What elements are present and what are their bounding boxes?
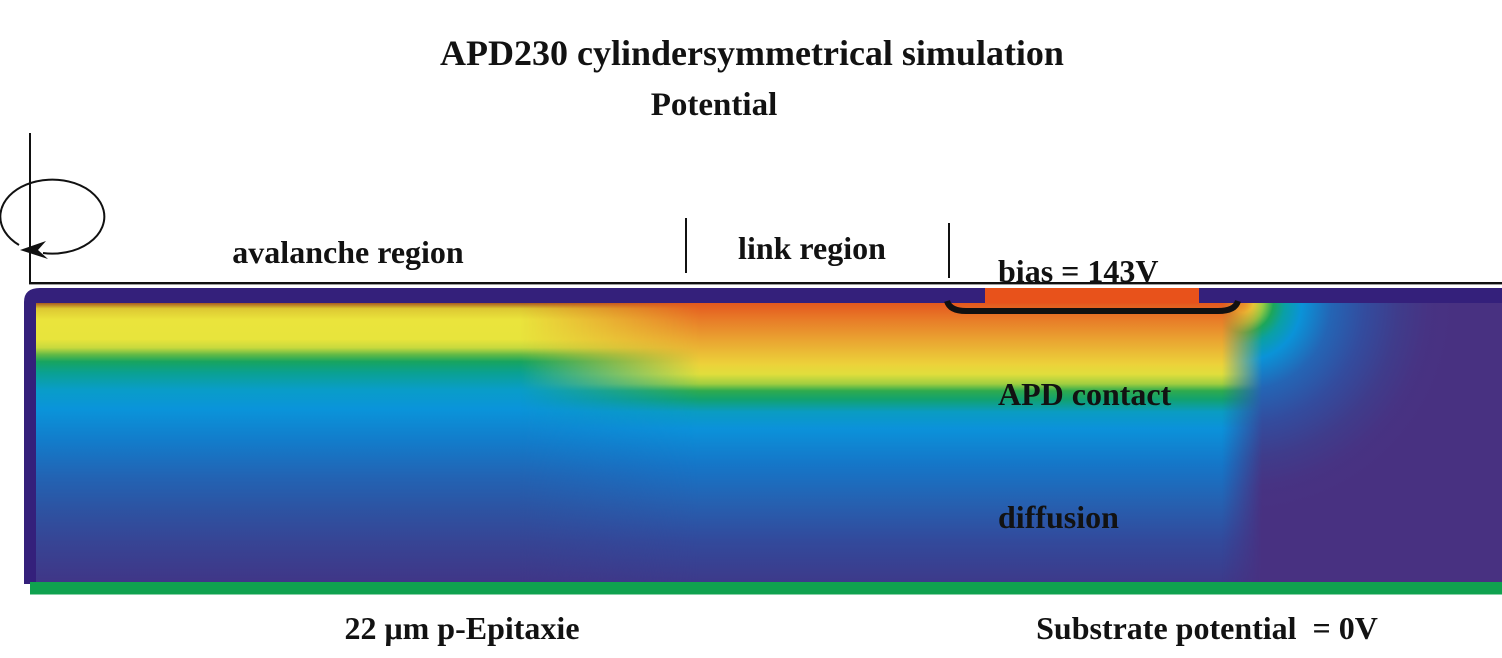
apd-contact-label: APD contact xyxy=(998,376,1172,412)
potential-field-radial-falloff xyxy=(1222,303,1502,582)
link-region-label: link region xyxy=(738,230,886,266)
epitaxy-label: 22 μm p-Epitaxie xyxy=(344,610,580,646)
rotation-arrowhead-icon xyxy=(20,241,48,259)
figure-title: APD230 cylindersymmetrical simulation xyxy=(440,33,1064,73)
substrate-contact-strip xyxy=(30,582,1502,595)
diffusion-outline xyxy=(944,299,1241,314)
bias-label: bias = 143V xyxy=(998,253,1159,289)
substrate-potential-label: Substrate potential = 0V xyxy=(1036,610,1378,646)
surface-line xyxy=(29,282,1502,285)
apd-contact xyxy=(985,288,1199,304)
rotation-arrow-icon xyxy=(0,178,106,255)
figure-subtitle: Potential xyxy=(650,87,778,123)
avalanche-region-label: avalanche region xyxy=(232,234,464,270)
diffusion-label: diffusion xyxy=(998,499,1119,535)
contact-annotation: bias = 143V APD contact diffusion xyxy=(998,169,1171,620)
